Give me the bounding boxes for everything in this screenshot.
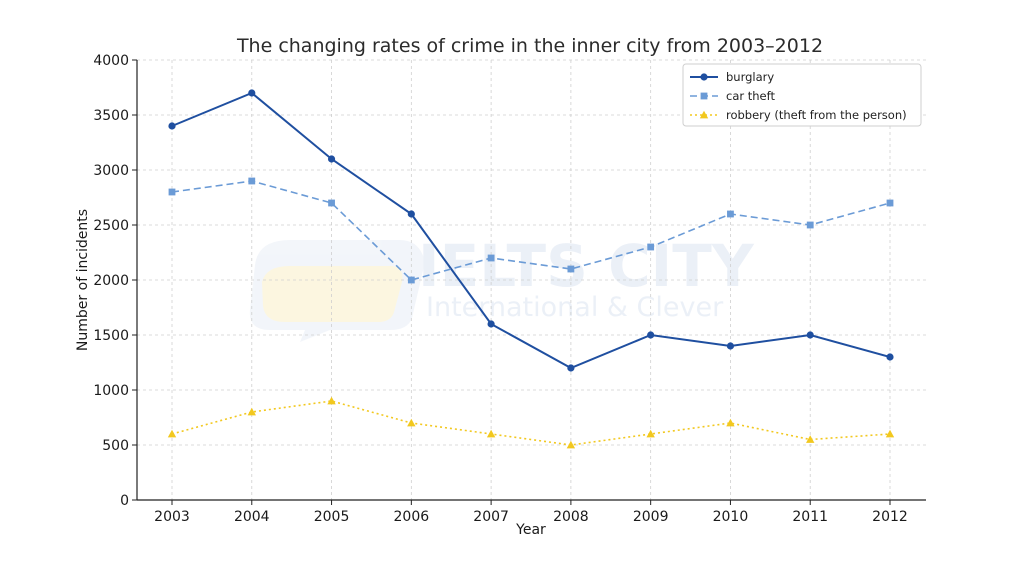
series-line-burglary — [171, 91, 891, 370]
x-tick-label: 2004 — [234, 509, 270, 525]
watermark-logo — [249, 240, 425, 342]
data-point-burglary — [487, 320, 495, 328]
series-layer — [167, 89, 895, 449]
watermark: IELTS CITY International & Clever — [249, 232, 755, 342]
data-point-car — [168, 188, 176, 196]
data-point-car — [407, 276, 415, 284]
y-tick-label: 500 — [102, 438, 129, 454]
data-point-car — [328, 199, 335, 207]
series-line-car — [171, 180, 891, 281]
legend-box — [682, 63, 922, 127]
data-point-robbery — [167, 429, 177, 438]
data-point-burglary — [248, 89, 256, 97]
legend-label-car: car theft — [726, 89, 775, 103]
x-tick-label: 2005 — [314, 509, 350, 525]
y-tick-label: 3500 — [93, 108, 129, 124]
data-point-car — [727, 210, 734, 218]
x-tick-label: 2010 — [713, 509, 749, 525]
series-car — [168, 177, 894, 284]
data-point-robbery — [566, 440, 576, 449]
watermark-tagline: International & Clever — [426, 292, 724, 323]
grid — [137, 59, 926, 500]
data-point-burglary — [327, 155, 336, 163]
data-point-burglary — [647, 331, 655, 339]
data-point-robbery — [646, 429, 655, 438]
y-tick-label: 3000 — [93, 163, 129, 179]
x-tick-label: 2007 — [473, 509, 509, 525]
data-point-robbery — [806, 435, 815, 443]
series-line-robbery — [171, 400, 891, 446]
data-point-burglary — [168, 122, 176, 130]
chart-title: The changing rates of crime in the inner… — [236, 35, 823, 57]
x-axis-label: Year — [515, 522, 546, 538]
y-tick-label: 2000 — [93, 273, 129, 289]
x-tick-label: 2012 — [872, 509, 908, 525]
data-point-burglary — [567, 364, 575, 372]
y-tick-label: 1500 — [93, 328, 129, 344]
data-point-car — [248, 177, 256, 185]
y-tick-label: 4000 — [93, 53, 129, 69]
data-point-car — [567, 265, 575, 273]
x-tick-label: 2011 — [792, 509, 828, 525]
y-axis-label: Number of incidents — [75, 209, 91, 351]
watermark-logo-fill — [262, 266, 403, 322]
data-point-car — [487, 254, 495, 262]
data-point-robbery — [486, 429, 496, 438]
watermark-brand: IELTS CITY — [418, 232, 755, 300]
y-tick-label: 1000 — [93, 383, 129, 399]
axes: 0 500 1000 1500 2000 2500 3000 3500 4000 2003 2004… — [93, 53, 926, 525]
y-tick-label: 0 — [120, 493, 129, 509]
data-point-burglary — [806, 331, 814, 339]
data-point-robbery — [885, 429, 895, 438]
series-burglary — [168, 89, 894, 372]
legend-label-burglary: burglary — [726, 70, 774, 84]
data-point-robbery — [726, 418, 735, 427]
x-tick-label: 2003 — [154, 509, 190, 525]
legend-marker-car — [700, 92, 708, 100]
legend: burglary car theft robbery (theft from the… — [682, 63, 922, 127]
data-point-burglary — [886, 353, 894, 361]
x-tick-label: 2008 — [553, 509, 589, 525]
data-point-robbery — [247, 407, 256, 416]
legend-label-robbery: robbery (theft from the person) — [726, 108, 907, 122]
data-point-burglary — [407, 210, 415, 218]
x-tick-label: 2006 — [394, 509, 430, 525]
x-tick-label: 2009 — [633, 509, 669, 525]
y-tick-label: 2500 — [93, 218, 129, 234]
data-point-car — [886, 199, 894, 207]
legend-marker-robbery — [699, 110, 709, 119]
data-point-car — [647, 243, 655, 251]
data-point-car — [806, 221, 814, 229]
data-point-robbery — [407, 418, 416, 427]
legend-marker-burglary — [700, 73, 708, 81]
data-point-burglary — [726, 342, 735, 350]
data-point-robbery — [327, 396, 336, 405]
series-robbery — [167, 396, 895, 449]
